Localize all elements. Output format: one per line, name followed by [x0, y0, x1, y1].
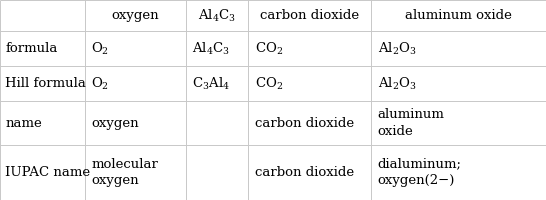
Text: IUPAC name: IUPAC name — [5, 166, 91, 179]
Text: Hill formula: Hill formula — [5, 77, 86, 90]
Text: aluminum
oxide: aluminum oxide — [378, 108, 444, 138]
Text: molecular
oxygen: molecular oxygen — [91, 158, 158, 187]
Text: carbon dioxide: carbon dioxide — [255, 166, 354, 179]
Text: $\mathregular{CO_2}$: $\mathregular{CO_2}$ — [255, 40, 283, 57]
Text: $\mathregular{O_2}$: $\mathregular{O_2}$ — [91, 75, 109, 92]
Text: $\mathregular{Al_4C_3}$: $\mathregular{Al_4C_3}$ — [192, 40, 230, 57]
Text: $\mathregular{Al_2O_3}$: $\mathregular{Al_2O_3}$ — [378, 40, 417, 57]
Text: aluminum oxide: aluminum oxide — [405, 9, 512, 22]
Text: $\mathregular{O_2}$: $\mathregular{O_2}$ — [91, 40, 109, 57]
Text: $\mathregular{Al_4C_3}$: $\mathregular{Al_4C_3}$ — [198, 7, 236, 24]
Text: name: name — [5, 116, 42, 130]
Text: $\mathregular{CO_2}$: $\mathregular{CO_2}$ — [255, 75, 283, 92]
Text: oxygen: oxygen — [111, 9, 159, 22]
Text: carbon dioxide: carbon dioxide — [255, 116, 354, 130]
Text: $\mathregular{C_3Al_4}$: $\mathregular{C_3Al_4}$ — [192, 75, 230, 92]
Text: dialuminum;
oxygen(2−): dialuminum; oxygen(2−) — [378, 158, 462, 187]
Text: oxygen: oxygen — [91, 116, 139, 130]
Text: carbon dioxide: carbon dioxide — [260, 9, 359, 22]
Text: $\mathregular{Al_2O_3}$: $\mathregular{Al_2O_3}$ — [378, 75, 417, 92]
Text: formula: formula — [5, 42, 58, 55]
